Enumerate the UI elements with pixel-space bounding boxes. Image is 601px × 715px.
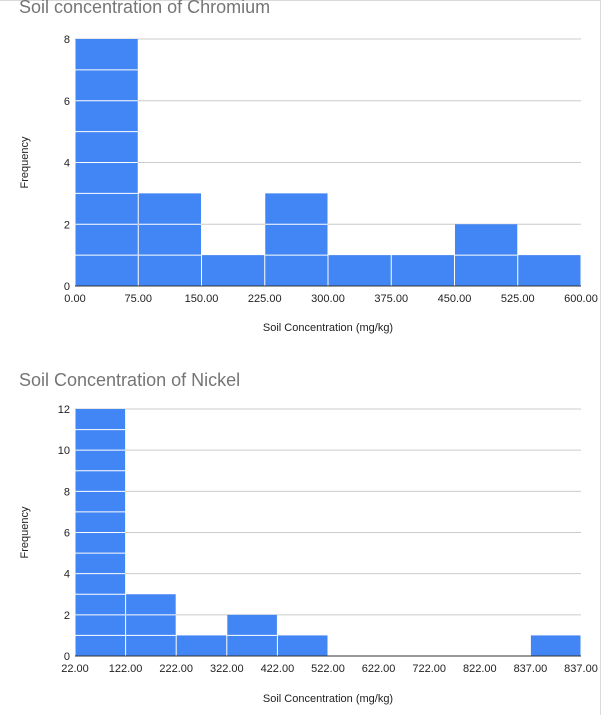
x-tick-label: 22.00: [61, 663, 89, 675]
x-tick-label: 525.00: [501, 293, 535, 305]
y-tick-label: 2: [64, 219, 70, 231]
y-tick-label: 8: [64, 486, 70, 498]
y-tick-label: 12: [58, 404, 70, 416]
x-tick-label: 522.00: [311, 663, 345, 675]
histogram-bar: [138, 193, 201, 286]
x-tick-label: 622.00: [362, 663, 396, 675]
x-tick-label: 322.00: [210, 663, 244, 675]
histogram-bar: [328, 255, 391, 286]
y-tick-label: 0: [64, 651, 70, 663]
y-tick-label: 6: [64, 96, 70, 108]
y-tick-label: 4: [64, 569, 70, 581]
x-axis-title: Soil Concentration (mg/kg): [263, 322, 393, 334]
histogram-bar: [265, 193, 328, 286]
histogram-bar: [518, 255, 581, 286]
x-tick-label: 0.00: [64, 293, 85, 305]
y-tick-label: 8: [64, 34, 70, 46]
histogram-bar: [126, 594, 176, 656]
x-tick-label: 150.00: [185, 293, 219, 305]
y-axis-title: Frequency: [19, 506, 31, 558]
chromium-chart-panel: Soil concentration of Chromium 0 2 4 6 8 0.00…: [0, 0, 601, 353]
histogram-bar: [530, 635, 581, 656]
nickel-chart-panel: Soil Concentration of Nickel 0 2 4 6 8 10 12 22…: [0, 352, 601, 715]
y-tick-label: 2: [64, 610, 70, 622]
x-tick-label: 300.00: [311, 293, 345, 305]
x-tick-label: 75.00: [124, 293, 152, 305]
x-tick-label: 837.00: [564, 663, 598, 675]
y-tick-label: 4: [64, 158, 70, 170]
x-tick-label: 600.00: [564, 293, 598, 305]
x-tick-label: 222.00: [159, 663, 193, 675]
x-tick-label: 722.00: [412, 663, 446, 675]
histogram-bar: [391, 255, 454, 286]
x-tick-label: 225.00: [248, 293, 282, 305]
x-tick-label: 822.00: [463, 663, 497, 675]
histogram-bar: [202, 255, 265, 286]
chart-title: Soil Concentration of Nickel: [19, 370, 241, 390]
y-tick-label: 6: [64, 528, 70, 540]
x-axis-title: Soil Concentration (mg/kg): [263, 693, 393, 705]
nickel-histogram: 0 2 4 6 8 10 12 22.00 122.00 222.00 322.00 422.00 52…: [19, 404, 598, 705]
y-tick-label: 10: [58, 445, 70, 457]
x-tick-label: 375.00: [374, 293, 408, 305]
chromium-histogram: 0 2 4 6 8 0.00 75.00 150.00 225.00 300.00 375.00 45…: [19, 34, 598, 334]
chart-title: Soil concentration of Chromium: [19, 0, 271, 17]
x-tick-label: 122.00: [109, 663, 143, 675]
x-tick-label: 837.00: [514, 663, 548, 675]
y-axis-title: Frequency: [19, 136, 31, 188]
x-tick-label: 422.00: [261, 663, 295, 675]
histogram-bar: [176, 635, 227, 656]
x-tick-label: 450.00: [438, 293, 472, 305]
histogram-bar: [277, 635, 328, 656]
y-tick-label: 0: [64, 281, 70, 293]
